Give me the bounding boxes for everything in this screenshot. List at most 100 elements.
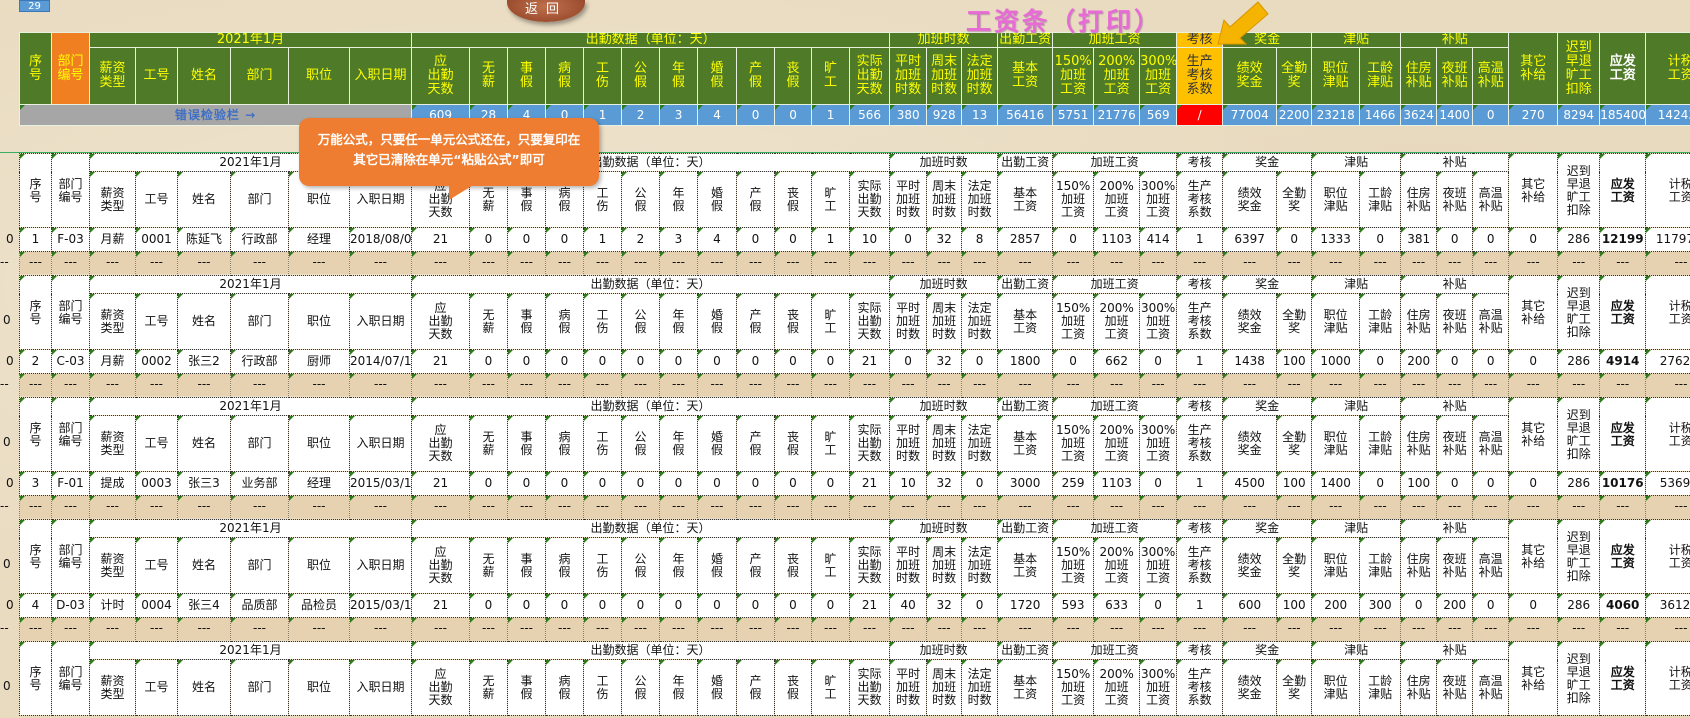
data-cell[interactable]: 0	[469, 471, 508, 496]
data-cell[interactable]: 0	[545, 471, 584, 496]
data-cell[interactable]: 10176	[1599, 471, 1647, 496]
data-cell[interactable]: 593	[1052, 593, 1095, 618]
data-cell[interactable]: 21	[848, 349, 891, 374]
data-cell[interactable]: 0	[1276, 227, 1313, 252]
data-cell[interactable]: 100	[1276, 471, 1313, 496]
data-cell[interactable]: 0	[889, 349, 928, 374]
data-cell[interactable]: 0	[1472, 593, 1510, 618]
data-cell[interactable]: 12199	[1599, 227, 1647, 252]
data-cell[interactable]: 0	[774, 227, 812, 252]
data-cell[interactable]: 1720	[997, 593, 1054, 618]
data-cell[interactable]: 0	[507, 593, 546, 618]
data-cell[interactable]: 3612.9	[1645, 593, 1690, 618]
data-cell[interactable]: 3	[19, 471, 52, 496]
data-cell[interactable]: 0	[621, 593, 660, 618]
data-cell[interactable]: 0	[659, 593, 698, 618]
data-cell[interactable]: 0	[811, 593, 850, 618]
data-cell[interactable]: 0	[545, 227, 584, 252]
data-cell[interactable]: 4500	[1222, 471, 1278, 496]
data-cell[interactable]: 1800	[997, 349, 1054, 374]
data-cell[interactable]: 0	[621, 349, 660, 374]
data-cell[interactable]: 1	[19, 227, 52, 252]
data-cell[interactable]: 21	[411, 227, 470, 252]
data-cell[interactable]: 0	[774, 349, 812, 374]
data-cell[interactable]: 0	[659, 349, 698, 374]
data-cell[interactable]: 2018/08/09	[349, 227, 412, 252]
data-cell[interactable]: 0	[1508, 349, 1559, 374]
data-cell[interactable]: 0	[961, 593, 999, 618]
data-cell[interactable]: 0	[1139, 471, 1178, 496]
data-cell[interactable]: 0	[736, 593, 775, 618]
data-cell[interactable]: D-03	[51, 593, 90, 618]
data-cell[interactable]: 0	[774, 593, 812, 618]
data-cell[interactable]: 1000	[1311, 349, 1361, 374]
data-cell[interactable]: C-03	[51, 349, 90, 374]
data-cell[interactable]: 月薪	[89, 227, 136, 252]
data-cell[interactable]: 0	[545, 349, 584, 374]
data-cell[interactable]: 6397	[1222, 227, 1278, 252]
data-cell[interactable]: 100	[1276, 349, 1313, 374]
data-cell[interactable]: 4	[697, 227, 737, 252]
data-cell[interactable]: 行政部	[230, 349, 289, 374]
data-cell[interactable]: 100	[1276, 593, 1313, 618]
data-cell[interactable]: 0	[583, 593, 622, 618]
data-cell[interactable]: 21	[848, 471, 891, 496]
data-cell[interactable]: 2015/03/10	[349, 471, 412, 496]
data-cell[interactable]: 1103	[1093, 471, 1141, 496]
data-cell[interactable]: 0003	[135, 471, 178, 496]
data-cell[interactable]: 4914	[1599, 349, 1647, 374]
data-cell[interactable]: 21	[848, 593, 891, 618]
data-cell[interactable]: 0	[621, 471, 660, 496]
data-cell[interactable]: 0	[697, 349, 737, 374]
data-cell[interactable]: 1	[583, 227, 622, 252]
data-cell[interactable]: 32	[926, 593, 963, 618]
data-cell[interactable]: 0	[507, 471, 546, 496]
data-cell[interactable]: 0	[697, 593, 737, 618]
data-cell[interactable]: 259	[1052, 471, 1095, 496]
data-cell[interactable]: 陈延飞	[177, 227, 231, 252]
data-cell[interactable]: 0	[1508, 593, 1559, 618]
data-cell[interactable]: 0	[1472, 227, 1510, 252]
data-cell[interactable]: 286	[1557, 227, 1601, 252]
data-cell[interactable]: 0	[1052, 349, 1095, 374]
data-cell[interactable]: 月薪	[89, 349, 136, 374]
data-cell[interactable]: 2	[621, 227, 660, 252]
data-cell[interactable]: 4060	[1599, 593, 1647, 618]
data-cell[interactable]: 32	[926, 471, 963, 496]
data-cell[interactable]: 0	[1436, 349, 1474, 374]
data-cell[interactable]: 10	[848, 227, 891, 252]
data-cell[interactable]: 2014/07/13	[349, 349, 412, 374]
data-cell[interactable]: 1103	[1093, 227, 1141, 252]
data-cell[interactable]: 200	[1311, 593, 1361, 618]
data-cell[interactable]: 4	[19, 593, 52, 618]
data-cell[interactable]: 2857	[997, 227, 1054, 252]
sheet-number-cell[interactable]: 29	[19, 0, 50, 12]
data-cell[interactable]: 1	[1176, 349, 1224, 374]
data-cell[interactable]: 21	[411, 593, 470, 618]
data-cell[interactable]: 0	[469, 593, 508, 618]
data-cell[interactable]: 0	[1359, 471, 1402, 496]
data-cell[interactable]: 张三3	[177, 471, 231, 496]
data-cell[interactable]: 8	[961, 227, 999, 252]
data-cell[interactable]: 0	[1400, 593, 1438, 618]
data-cell[interactable]: 品检员	[288, 593, 350, 618]
data-cell[interactable]: 0	[1139, 349, 1178, 374]
data-cell[interactable]: 3	[659, 227, 698, 252]
data-cell[interactable]: 286	[1557, 593, 1601, 618]
data-cell[interactable]: 0	[774, 471, 812, 496]
data-cell[interactable]: 0	[659, 471, 698, 496]
data-cell[interactable]: 0	[1472, 349, 1510, 374]
data-cell[interactable]: 提成	[89, 471, 136, 496]
data-cell[interactable]: 业务部	[230, 471, 289, 496]
data-cell[interactable]: 0	[1436, 227, 1474, 252]
data-cell[interactable]: 1	[1176, 471, 1224, 496]
data-cell[interactable]: 经理	[288, 471, 350, 496]
data-cell[interactable]: 1	[1176, 227, 1224, 252]
data-cell[interactable]: 经理	[288, 227, 350, 252]
data-cell[interactable]: 0	[1359, 349, 1402, 374]
data-cell[interactable]: 381	[1400, 227, 1438, 252]
data-cell[interactable]: 0	[1508, 227, 1559, 252]
data-cell[interactable]: 1333	[1311, 227, 1361, 252]
data-cell[interactable]: 21	[411, 471, 470, 496]
data-cell[interactable]: 0	[583, 349, 622, 374]
